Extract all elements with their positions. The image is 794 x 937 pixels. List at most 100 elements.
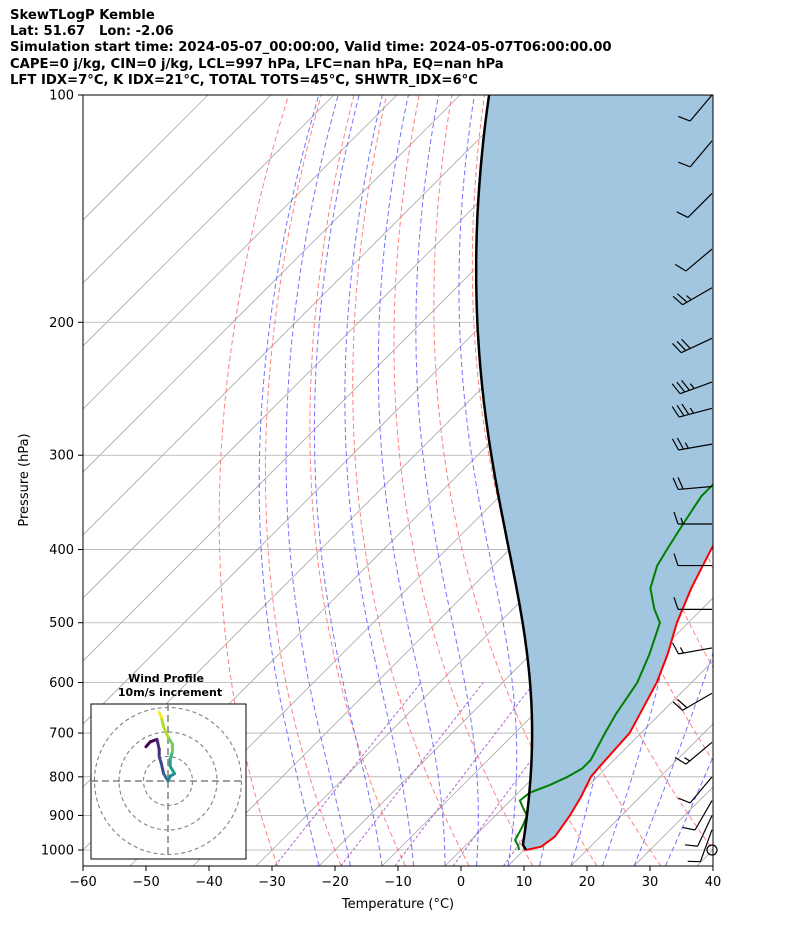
moist-adiabat-line bbox=[377, 95, 446, 866]
wind-barb bbox=[684, 815, 713, 847]
wind-barb-feather bbox=[672, 295, 683, 306]
sounding-layer bbox=[474, 95, 713, 851]
hodograph-trace-segment bbox=[157, 710, 163, 719]
hodograph-trace-segment bbox=[155, 737, 161, 751]
dewpoint-line bbox=[513, 483, 713, 851]
wind-barb-staff bbox=[679, 381, 713, 395]
moist-adiabat-line bbox=[633, 651, 713, 866]
wind-barb bbox=[671, 403, 713, 418]
header-location: Lat: 51.67 Lon: -2.06 bbox=[10, 24, 174, 40]
dry-adiabat-line bbox=[352, 95, 470, 866]
header-title: SkewTLogP Kemble bbox=[10, 8, 155, 23]
dry-adiabat-line bbox=[745, 95, 794, 866]
wind-barb-staff bbox=[699, 829, 713, 862]
x-axis-label: Temperature (°C) bbox=[341, 897, 454, 912]
temperature-line bbox=[525, 544, 713, 851]
wind-barb-staff bbox=[682, 287, 713, 306]
wind-barb-half-feather bbox=[684, 442, 689, 449]
wind-barb-feather bbox=[672, 701, 683, 711]
wind-barb-feather bbox=[681, 338, 691, 349]
wind-barb bbox=[672, 337, 713, 354]
wind-barb-feather bbox=[678, 115, 691, 122]
isotherm-line bbox=[570, 723, 713, 866]
isotherm-line bbox=[83, 95, 398, 410]
wind-barb-half-feather bbox=[684, 757, 691, 762]
x-tick-label: −40 bbox=[195, 875, 222, 890]
wind-barb-feather bbox=[673, 511, 679, 525]
wind-barb bbox=[674, 741, 713, 765]
moist-adiabat-line bbox=[313, 95, 383, 866]
wind-barb-feather bbox=[681, 379, 690, 391]
inset-title: Wind Profile bbox=[128, 672, 204, 685]
wind-barb bbox=[672, 287, 713, 306]
wind-barb-staff bbox=[685, 248, 713, 272]
hodograph-inset: Wind Profile 10m/s increment bbox=[90, 672, 247, 860]
wind-barb-feather bbox=[671, 438, 680, 451]
wind-barb-staff bbox=[679, 407, 713, 418]
wind-barb-staff bbox=[689, 776, 713, 804]
wind-barb-feather bbox=[677, 698, 688, 709]
dry-adiabat-line bbox=[778, 95, 794, 866]
isotherm-line bbox=[381, 534, 713, 866]
wind-barb bbox=[671, 379, 713, 395]
wind-barb-feather bbox=[671, 642, 680, 655]
dry-adiabat-line bbox=[393, 95, 534, 866]
wind-barb-staff bbox=[697, 815, 713, 847]
x-tick-label: 10 bbox=[516, 875, 533, 890]
wind-barb bbox=[678, 94, 713, 122]
hodograph-trace-segment bbox=[159, 715, 166, 729]
y-tick-label: 200 bbox=[49, 316, 74, 331]
wind-barb-staff bbox=[687, 192, 713, 218]
wind-barb bbox=[687, 829, 713, 863]
moist-adiabat-line bbox=[602, 95, 683, 866]
wind-barb bbox=[671, 437, 713, 451]
wind-barb-feather bbox=[677, 477, 684, 490]
wind-barb-feather bbox=[671, 383, 681, 395]
y-tick-label: 600 bbox=[49, 676, 74, 691]
header-times: Simulation start time: 2024-05-07_00:00:… bbox=[10, 40, 612, 56]
y-tick-label: 400 bbox=[49, 543, 74, 558]
wind-barb-feather bbox=[673, 553, 679, 566]
dry-adiabat-line bbox=[309, 95, 406, 866]
wind-barb-feather bbox=[678, 161, 691, 168]
wind-barb-staff bbox=[689, 140, 713, 168]
y-tick-label: 900 bbox=[49, 809, 74, 824]
x-tick-label: −30 bbox=[258, 875, 285, 890]
moist-adiabat-line bbox=[665, 755, 713, 866]
x-tick-label: −10 bbox=[384, 875, 411, 890]
wind-barb-feather bbox=[673, 597, 679, 610]
dry-adiabat-line bbox=[218, 95, 290, 866]
wind-barb-staff bbox=[678, 443, 713, 451]
x-tick-label: −60 bbox=[69, 875, 96, 890]
moist-adiabat-line bbox=[344, 95, 414, 866]
x-tick-label: −50 bbox=[132, 875, 159, 890]
parcel-line bbox=[474, 95, 534, 851]
wind-barb-feather bbox=[674, 757, 687, 765]
wind-barb-feather bbox=[672, 343, 682, 354]
y-axis-label: Pressure (hPa) bbox=[17, 433, 32, 526]
wind-barb bbox=[671, 642, 713, 655]
wind-barb-half-feather bbox=[680, 517, 684, 525]
wind-barb bbox=[676, 192, 713, 218]
hodograph-trace-segment bbox=[159, 762, 166, 776]
x-tick-label: 30 bbox=[642, 875, 659, 890]
y-tick-label: 500 bbox=[49, 616, 74, 631]
wind-barb-feather bbox=[676, 404, 685, 417]
wind-barb-staff bbox=[694, 800, 713, 831]
wind-barb-feather bbox=[671, 406, 680, 418]
wind-barb bbox=[678, 140, 713, 168]
x-tick-label: −20 bbox=[321, 875, 348, 890]
wind-barb-feather bbox=[676, 381, 686, 393]
wind-barb-feather bbox=[677, 293, 688, 303]
wind-barb-feather bbox=[682, 826, 696, 831]
mixing-ratio-line bbox=[274, 682, 422, 866]
wind-barb-feather bbox=[676, 211, 689, 218]
parcel-temperature-shading bbox=[476, 95, 713, 850]
wind-barb-staff bbox=[689, 94, 713, 122]
y-tick-label: 1000 bbox=[41, 844, 74, 859]
calm-wind-circle bbox=[706, 844, 718, 856]
header-indices-2: LFT IDX=7°C, K IDX=21°C, TOTAL TOTS=45°C… bbox=[10, 72, 478, 88]
y-tick-label: 700 bbox=[49, 727, 74, 742]
wind-barbs bbox=[671, 94, 718, 863]
